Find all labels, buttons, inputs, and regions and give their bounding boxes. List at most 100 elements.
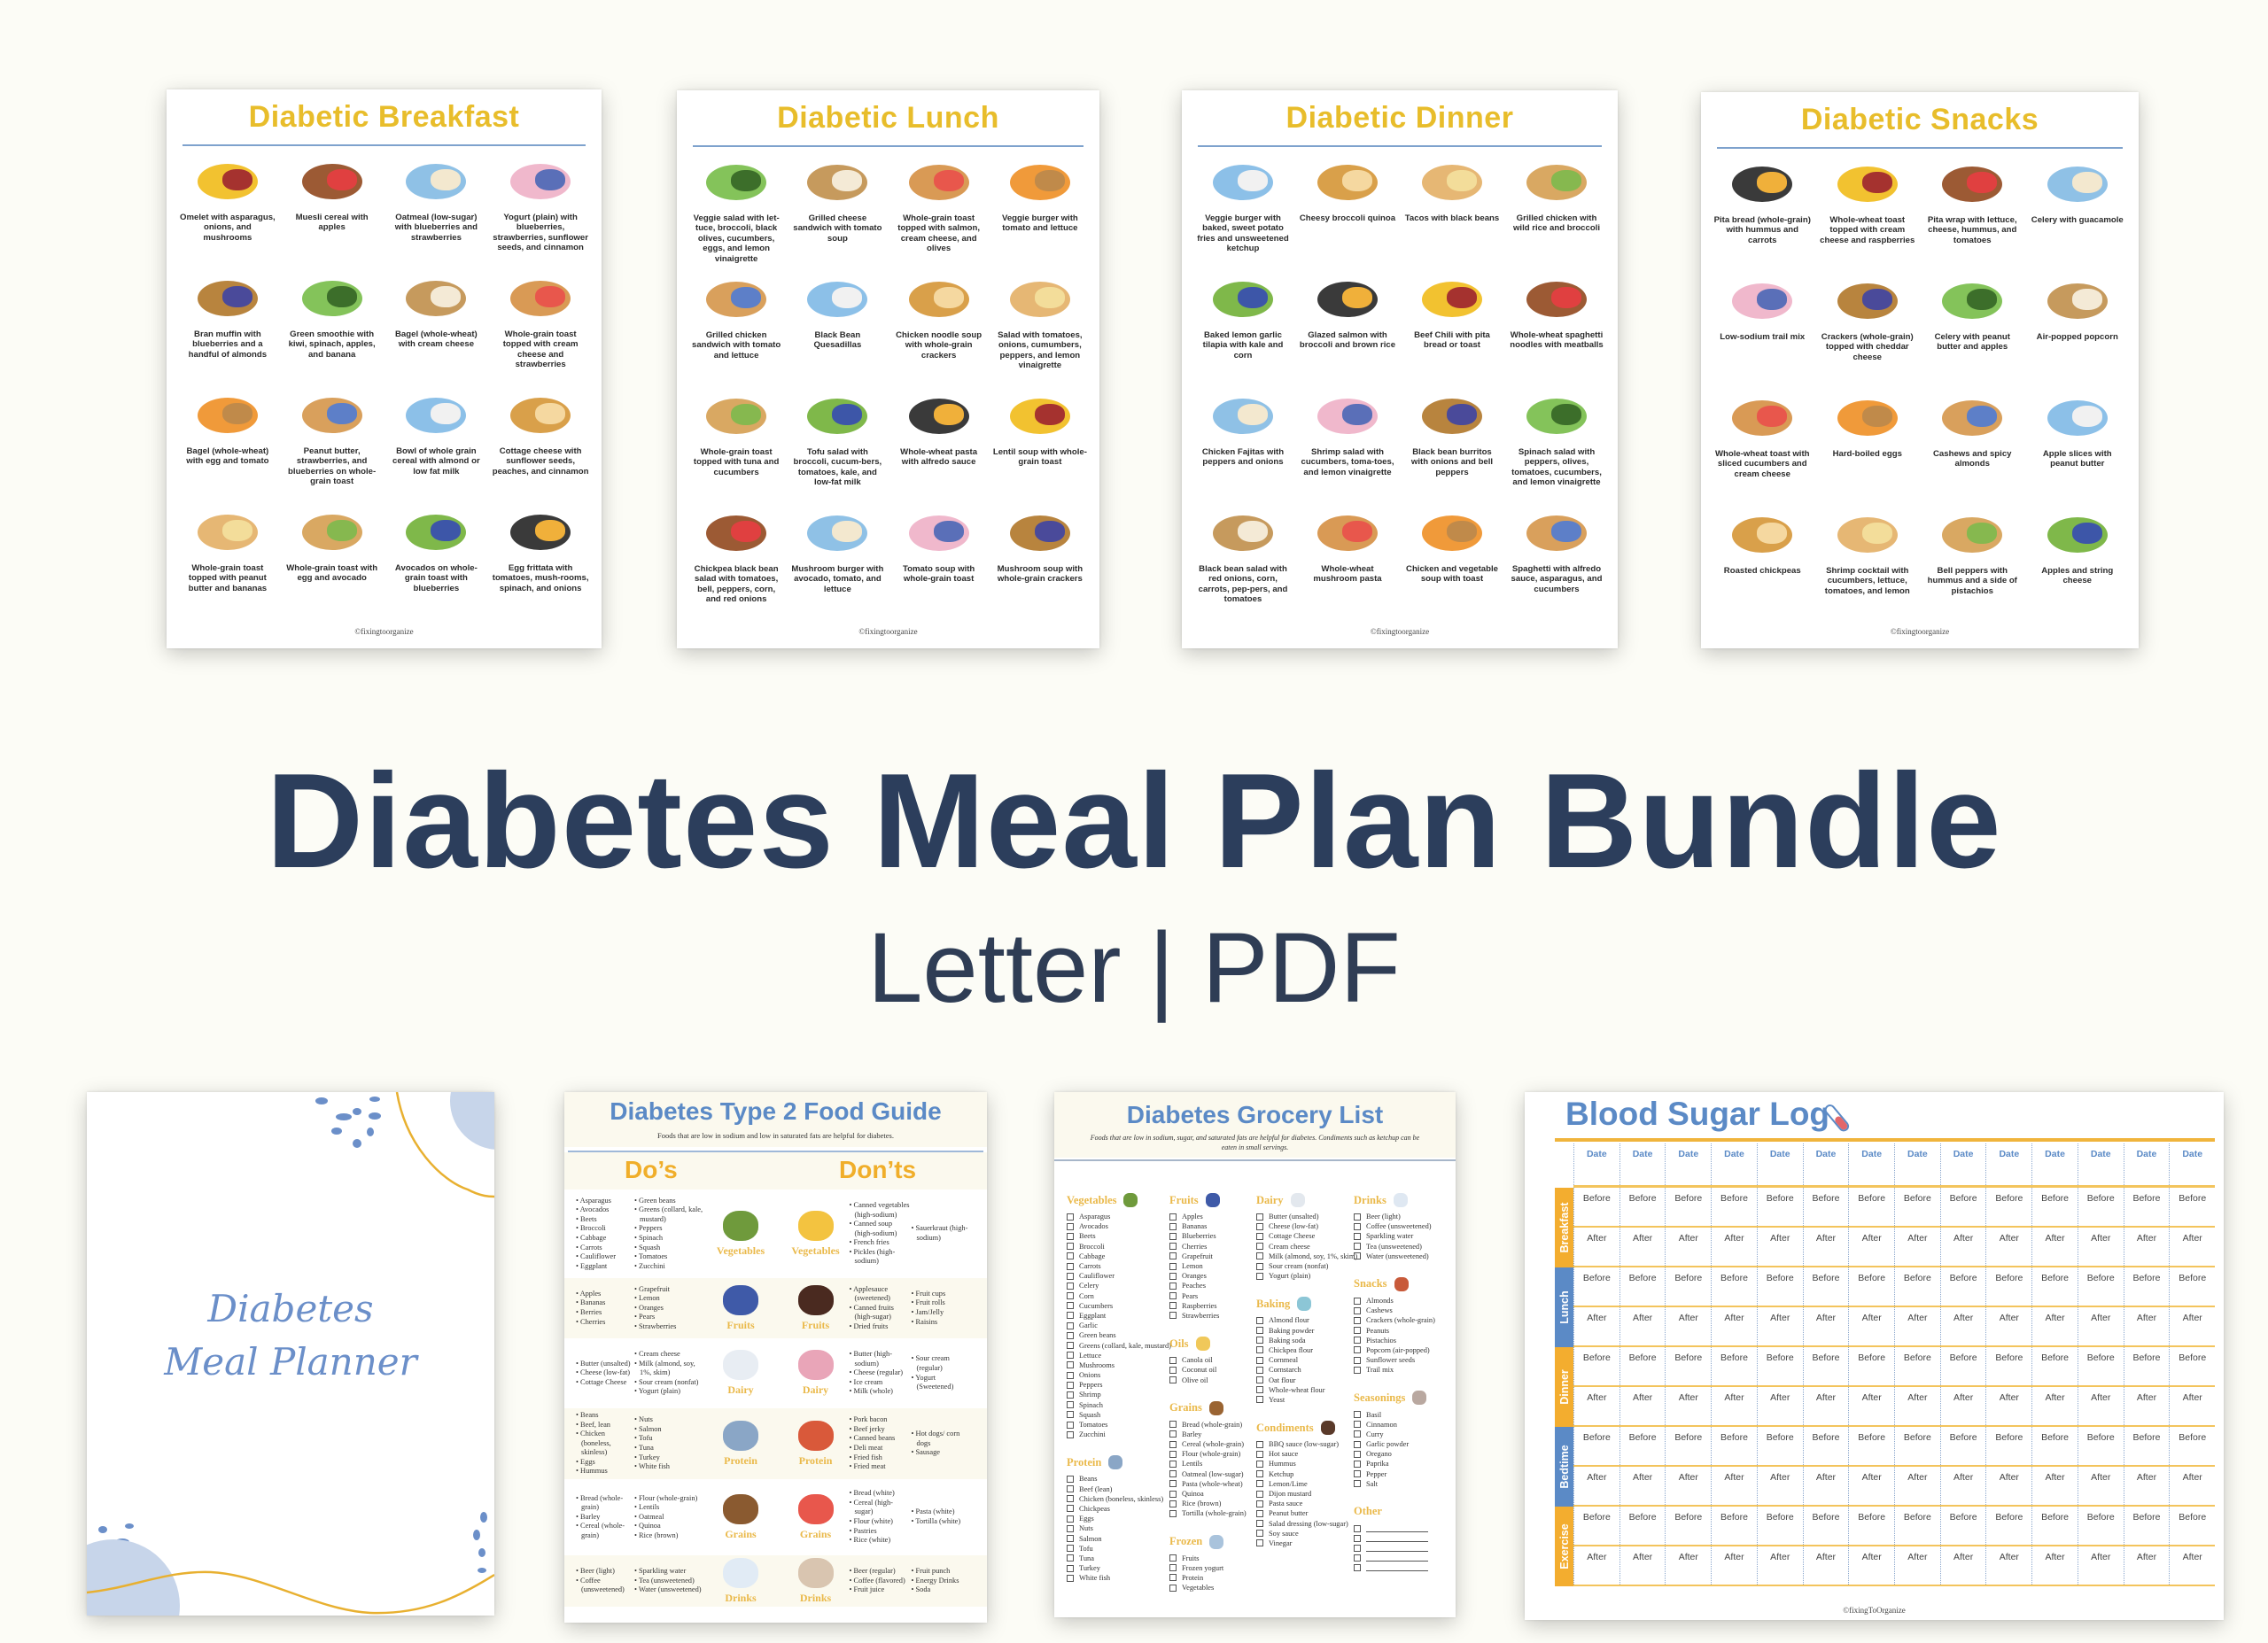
- category-label: Vegetables: [708, 1210, 773, 1258]
- item-label: Cabbage: [1079, 1252, 1106, 1260]
- checkbox: [1067, 1302, 1074, 1310]
- food-shape: [1967, 523, 1998, 544]
- food-grid: Pita bread (whole-grain) with hummus and…: [1710, 158, 2130, 625]
- reading-cell: After: [2077, 1546, 2124, 1585]
- reading-cell: After: [1711, 1546, 1757, 1585]
- food-guide-row-drinks: • Beer (light) • Coffee (unsweetened) • Sp…: [564, 1555, 987, 1607]
- list-item: • Tomatoes: [634, 1252, 668, 1261]
- list-item: • Flour (white): [849, 1517, 893, 1525]
- section-title: Snacks: [1354, 1277, 1387, 1290]
- checkbox: [1067, 1222, 1074, 1230]
- food-shape: [535, 169, 566, 190]
- checkbox: [1354, 1346, 1361, 1354]
- food-item: Chickpea black bean salad with tomatoes,…: [686, 507, 787, 624]
- food-illustration-icon: [488, 155, 593, 208]
- food-caption: Oatmeal (low-sugar) with blueberries and…: [394, 213, 478, 243]
- reading-cell: After: [2169, 1546, 2215, 1585]
- checkbox: [1354, 1534, 1361, 1542]
- grocery-item: [1354, 1523, 1451, 1533]
- log-group-breakfast: Breakfast Before Before Before Before Before B…: [1555, 1188, 2215, 1267]
- reading-cell: After: [2031, 1228, 2078, 1266]
- grocery-section-oils: Oils Canola oil Coconut oil Olive oil: [1169, 1335, 1267, 1385]
- food-item: Celery with guacamole: [2025, 158, 2131, 275]
- grocery-item: Butter (unsalted): [1256, 1212, 1354, 1221]
- item-label: Garlic: [1079, 1321, 1098, 1330]
- food-item: Bagel (whole-wheat) with cream cheese: [384, 272, 489, 389]
- food-caption: Whole-grain toast topped with peanut but…: [188, 563, 268, 593]
- food-caption: Baked lemon garlic tilapia with kale and…: [1202, 330, 1284, 360]
- donts-half: Protein • Pork bacon • Beef jerky • Canned …: [776, 1408, 988, 1479]
- item-label: Milk (almond, soy, 1%, skim): [1269, 1252, 1358, 1260]
- reading-cell: After: [2077, 1387, 2124, 1425]
- category-label: Fruits: [708, 1284, 773, 1332]
- item-label: Greens (collard, kale, mustard): [1079, 1341, 1171, 1350]
- group-label: Lunch: [1555, 1267, 1573, 1347]
- food-illustration-icon: [1400, 273, 1504, 326]
- reading-cell: After: [1573, 1228, 1619, 1266]
- grocery-item: Sparkling water: [1354, 1231, 1451, 1241]
- grocery-item: Greens (collard, kale, mustard): [1067, 1340, 1171, 1350]
- reading-cell: Before: [1939, 1267, 1986, 1306]
- checkbox: [1067, 1524, 1074, 1532]
- food-item: Oatmeal (low-sugar) with blueberries and…: [384, 155, 489, 272]
- food-caption: Black bean salad with red onions, corn, …: [1198, 564, 1288, 605]
- lunch-page: Diabetic Lunch Veggie salad with let-tuce…: [677, 90, 1099, 648]
- section-title: Drinks: [1354, 1193, 1386, 1206]
- checkbox: [1169, 1509, 1177, 1517]
- fish-icon: [723, 1420, 758, 1451]
- cover-title-line2: Meal Planner: [164, 1340, 417, 1383]
- grocery-item: Baking powder: [1256, 1326, 1354, 1336]
- section-heading: Grains: [1169, 1399, 1267, 1417]
- food-illustration-icon: [1710, 508, 1815, 562]
- grocery-item: Milk (almond, soy, 1%, skim): [1256, 1252, 1358, 1261]
- list-item: • Grapefruit: [634, 1284, 670, 1293]
- food-illustration-icon: [889, 507, 990, 560]
- item-label: Coconut oil: [1182, 1366, 1217, 1375]
- reading-cell: After: [1939, 1387, 1986, 1425]
- food-shape: [832, 521, 863, 542]
- item-label: Oranges: [1182, 1272, 1207, 1281]
- date-cell: Date: [2123, 1143, 2170, 1185]
- checkbox: [1256, 1243, 1263, 1251]
- food-item: Veggie burger with baked, sweet potato f…: [1191, 156, 1295, 273]
- date-row: Date Date Date Date Date Date Date Date Date Date…: [1573, 1143, 2215, 1188]
- reading-cell: After: [1802, 1546, 1849, 1585]
- item-label: Pepper: [1366, 1469, 1387, 1478]
- checkbox: [1067, 1411, 1074, 1419]
- section-title: Frozen: [1169, 1535, 1203, 1547]
- food-illustration-icon: [1815, 391, 1921, 445]
- group-rows: Before Before Before Before Before Before Befo…: [1573, 1507, 2215, 1586]
- item-label: Cherries: [1182, 1242, 1208, 1251]
- reading-cell: Before: [1985, 1427, 2031, 1465]
- page-title: Diabetic Breakfast: [248, 100, 520, 134]
- item-label: Tomatoes: [1079, 1421, 1108, 1430]
- grocery-item: Grapefruit: [1169, 1252, 1267, 1261]
- item-label: Turkey: [1079, 1564, 1100, 1573]
- item-label: Beef (lean): [1079, 1484, 1113, 1493]
- checkbox: [1256, 1327, 1263, 1335]
- grocery-item: Peanut butter: [1256, 1508, 1354, 1518]
- grocery-item: Oregano: [1354, 1449, 1451, 1459]
- category-label: Drinks: [783, 1557, 849, 1605]
- log-group-bedtime: Bedtime Before Before Before Before Before Bef…: [1555, 1427, 2215, 1507]
- item-label: BBQ sauce (low-sugar): [1269, 1440, 1340, 1449]
- reading-cell: After: [1802, 1307, 1849, 1345]
- section-heading: Snacks: [1354, 1275, 1451, 1293]
- list-item: • Tortilla (white): [911, 1517, 961, 1525]
- food-item: Avocados on whole-grain toast with blueb…: [384, 506, 489, 623]
- food-item: Peanut butter, strawberries, and blueber…: [280, 389, 384, 506]
- food-caption: Cottage cheese with sunflower seeds, pea…: [492, 446, 589, 477]
- grocery-item: BBQ sauce (low-sugar): [1256, 1439, 1354, 1449]
- date-cell: Date: [1848, 1143, 1894, 1185]
- reading-cell: Before: [1665, 1267, 1711, 1306]
- item-label: Beans: [1079, 1475, 1098, 1484]
- grocery-item: Paprika: [1354, 1459, 1451, 1469]
- reading-cell: Before: [1756, 1267, 1803, 1306]
- before-row: Before Before Before Before Before Before Befo…: [1573, 1507, 2215, 1546]
- reading-cell: After: [1711, 1387, 1757, 1425]
- reading-cell: Before: [1894, 1427, 1940, 1465]
- item-label: Pasta (whole-wheat): [1182, 1479, 1243, 1488]
- list-item: • Cabbage: [576, 1234, 607, 1242]
- food-caption: Hard-boiled eggs: [1832, 449, 1902, 459]
- item-label: Onions: [1079, 1371, 1101, 1380]
